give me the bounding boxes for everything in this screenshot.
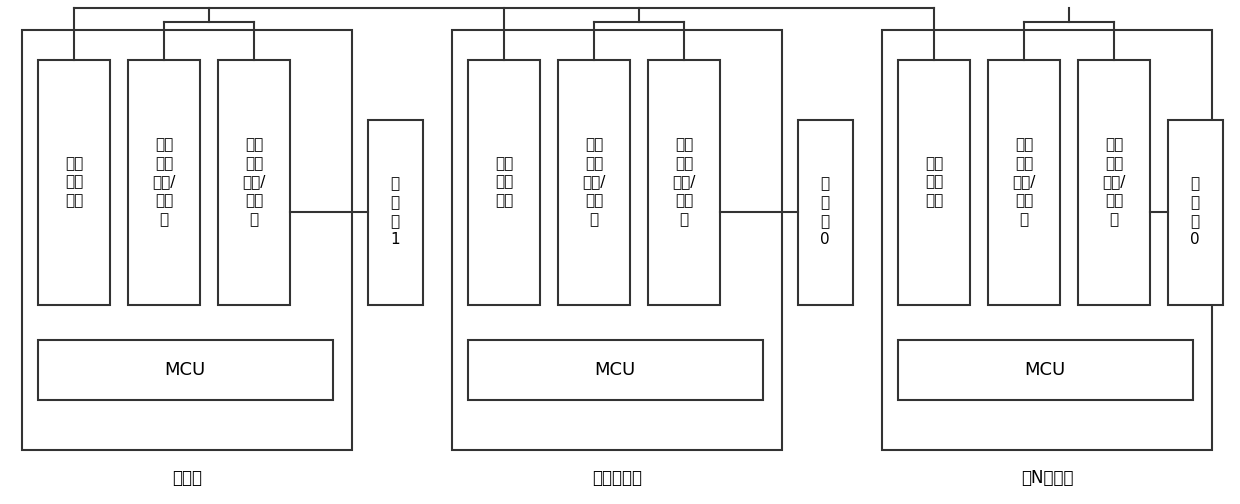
- Bar: [898, 340, 1193, 400]
- Text: 设
置
为
0: 设 置 为 0: [1190, 176, 1200, 247]
- Bar: [368, 120, 423, 305]
- Text: 第二
通用
输入/
输出
口: 第二 通用 输入/ 输出 口: [1012, 137, 1035, 227]
- Text: 设
置
为
0: 设 置 为 0: [820, 176, 830, 247]
- Text: 串行
外设
接口: 串行 外设 接口: [495, 156, 513, 208]
- Text: 串行
外设
接口: 串行 外设 接口: [925, 156, 944, 208]
- Bar: [1078, 60, 1149, 305]
- Text: MCU: MCU: [1024, 361, 1065, 379]
- Bar: [218, 60, 290, 305]
- Bar: [882, 30, 1211, 450]
- Text: 第一
通用
输入/
输出
口: 第一 通用 输入/ 输出 口: [242, 137, 265, 227]
- Bar: [467, 340, 763, 400]
- Text: 串行
外设
接口: 串行 外设 接口: [64, 156, 83, 208]
- Text: 第一
通用
输入/
输出
口: 第一 通用 输入/ 输出 口: [1102, 137, 1126, 227]
- Bar: [558, 60, 630, 305]
- Bar: [128, 60, 200, 305]
- Text: 主模块: 主模块: [172, 469, 202, 487]
- Text: 第一从模块: 第一从模块: [591, 469, 642, 487]
- Text: 第二
通用
输入/
输出
口: 第二 通用 输入/ 输出 口: [583, 137, 605, 227]
- Bar: [38, 340, 334, 400]
- Bar: [988, 60, 1060, 305]
- Bar: [453, 30, 782, 450]
- Text: 第N从模块: 第N从模块: [1021, 469, 1074, 487]
- Bar: [22, 30, 352, 450]
- Text: MCU: MCU: [165, 361, 206, 379]
- Text: 第二
通用
输入/
输出
口: 第二 通用 输入/ 输出 口: [153, 137, 176, 227]
- Bar: [467, 60, 539, 305]
- Bar: [898, 60, 970, 305]
- Text: MCU: MCU: [594, 361, 636, 379]
- Bar: [38, 60, 110, 305]
- Bar: [649, 60, 720, 305]
- Bar: [1168, 120, 1223, 305]
- Text: 设
置
为
1: 设 置 为 1: [391, 176, 399, 247]
- Bar: [799, 120, 853, 305]
- Text: 第一
通用
输入/
输出
口: 第一 通用 输入/ 输出 口: [672, 137, 696, 227]
